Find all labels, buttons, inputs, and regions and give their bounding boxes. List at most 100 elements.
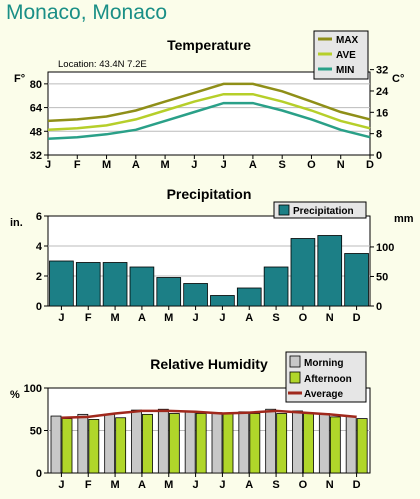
precip-x-tick-label: O <box>299 312 308 324</box>
precip-x-tick-label: F <box>85 312 92 324</box>
humidity-afternoon-bar <box>61 418 73 474</box>
precip-x-tick-label: A <box>138 312 146 324</box>
humidity-x-tick-label: J <box>193 479 199 491</box>
humidity-average-line <box>61 409 357 420</box>
humidity-x-tick-label: M <box>110 479 119 491</box>
precip-x-tick-label: N <box>326 312 334 324</box>
temp-y-tick-label: 32 <box>30 150 42 162</box>
humidity-morning-bar <box>131 409 142 474</box>
precip-bar <box>156 277 182 307</box>
humidity-legend-label-morning: Morning <box>304 358 343 369</box>
temp-x-tick-label: J <box>45 159 51 171</box>
precip-y2-tick-label: 100 <box>376 242 394 254</box>
humidity-afternoon-bar <box>249 413 261 474</box>
page-title: Monaco, Monaco <box>6 1 168 24</box>
humidity-afternoon-bar <box>356 418 368 474</box>
precip-bar <box>317 235 343 307</box>
precip-x-tick-label: D <box>353 312 361 324</box>
temp-series-max-line <box>47 82 371 123</box>
humidity-legend-label-afternoon: Afternoon <box>304 374 352 385</box>
precip-x-tick-label: J <box>193 312 199 324</box>
precip-y-tick-label: 0 <box>36 301 42 313</box>
temp-y2-tick-label: 16 <box>376 107 388 119</box>
precip-legend-swatch <box>278 204 290 216</box>
temp-legend-label-min: MIN <box>336 65 354 76</box>
temp-chart-title: Temperature <box>167 37 251 53</box>
temp-x-tick-label: D <box>366 159 374 171</box>
precip-bar <box>49 260 74 307</box>
precip-y2-tick-label: 50 <box>376 271 388 283</box>
humidity-chart-title: Relative Humidity <box>150 356 268 372</box>
precip-bar <box>183 283 208 307</box>
precip-x-tick-label: M <box>110 312 119 324</box>
temp-x-tick-label: F <box>74 159 81 171</box>
humidity-x-tick-label: O <box>299 479 308 491</box>
humidity-x-tick-label: N <box>326 479 334 491</box>
temp-y2-tick-label: 0 <box>376 150 382 162</box>
precip-y-tick-label: 6 <box>36 211 42 223</box>
humidity-afternoon-bar <box>142 413 153 474</box>
precip-x-tick-label: S <box>272 312 279 324</box>
precip-legend-label: Precipitation <box>293 206 354 217</box>
temp-x-tick-label: O <box>307 159 316 171</box>
temp-x-tick-label: J <box>221 159 227 171</box>
humidity-x-tick-label: J <box>58 479 64 491</box>
temp-legend-label-max: MAX <box>336 35 359 46</box>
humidity-x-tick-label: A <box>245 479 253 491</box>
temp-y-tick-label: 80 <box>30 79 42 91</box>
humidity-morning-bar <box>184 410 196 474</box>
precip-x-tick-label: J <box>58 312 64 324</box>
precip-bar <box>344 253 369 307</box>
temp-series-min-line <box>47 101 371 140</box>
humidity-afternoon-bar <box>329 416 341 474</box>
temp-x-tick-label: M <box>161 159 170 171</box>
precip-y-tick-label: 2 <box>36 271 42 283</box>
temp-y2-tick-label: 8 <box>376 129 382 141</box>
humidity-y-tick-label: 50 <box>30 426 42 438</box>
humidity-morning-bar <box>292 410 303 474</box>
humidity-morning-bar <box>77 413 89 474</box>
precip-bar <box>210 295 235 307</box>
temp-x-tick-label: J <box>191 159 197 171</box>
humidity-afternoon-bar <box>168 413 180 474</box>
humidity-y-tick-label: 100 <box>24 383 42 395</box>
humidity-morning-bar <box>211 412 223 474</box>
humidity-morning-bar <box>345 415 357 474</box>
temp-y-tick-label: 64 <box>30 103 43 115</box>
temp-x-tick-label: N <box>337 159 345 171</box>
humidity-x-tick-label: A <box>138 479 146 491</box>
humidity-x-tick-label: M <box>164 479 173 491</box>
temp-y2-tick-label: 32 <box>376 65 388 77</box>
humidity-x-tick-label: F <box>85 479 92 491</box>
humidity-y-axis-label: % <box>10 389 20 401</box>
humidity-x-tick-label: S <box>272 479 279 491</box>
precip-chart-title: Precipitation <box>167 186 252 202</box>
temp-series-ave-line <box>47 92 371 132</box>
humidity-y-tick-label: 0 <box>36 468 42 480</box>
precip-bar <box>75 262 101 307</box>
temp-y-tick-label: 48 <box>30 126 42 138</box>
temp-x-tick-label: A <box>132 159 140 171</box>
temp-y2-axis-label: C° <box>392 73 404 85</box>
humidity-afternoon-bar <box>303 413 314 474</box>
temp-y-axis-label: F° <box>14 73 25 85</box>
precip-y2-axis-label: mm <box>394 213 414 225</box>
precip-x-tick-label: A <box>245 312 253 324</box>
temp-x-tick-label: A <box>249 159 257 171</box>
humidity-morning-bar <box>157 408 169 474</box>
temp-x-tick-label: M <box>102 159 111 171</box>
precip-bar <box>263 266 289 307</box>
humidity-morning-bar <box>265 408 277 474</box>
precip-bar <box>236 287 262 307</box>
precip-bar <box>102 262 128 307</box>
precip-bar <box>129 266 155 307</box>
temp-location-label: Location: 43.4N 7.2E <box>58 59 147 70</box>
humidity-morning-bar <box>50 415 62 474</box>
humidity-afternoon-bar <box>276 413 288 474</box>
precip-x-tick-label: M <box>164 312 173 324</box>
humidity-afternoon-bar <box>88 419 100 474</box>
precip-y-axis-label: in. <box>10 217 23 229</box>
precip-legend <box>273 201 367 219</box>
